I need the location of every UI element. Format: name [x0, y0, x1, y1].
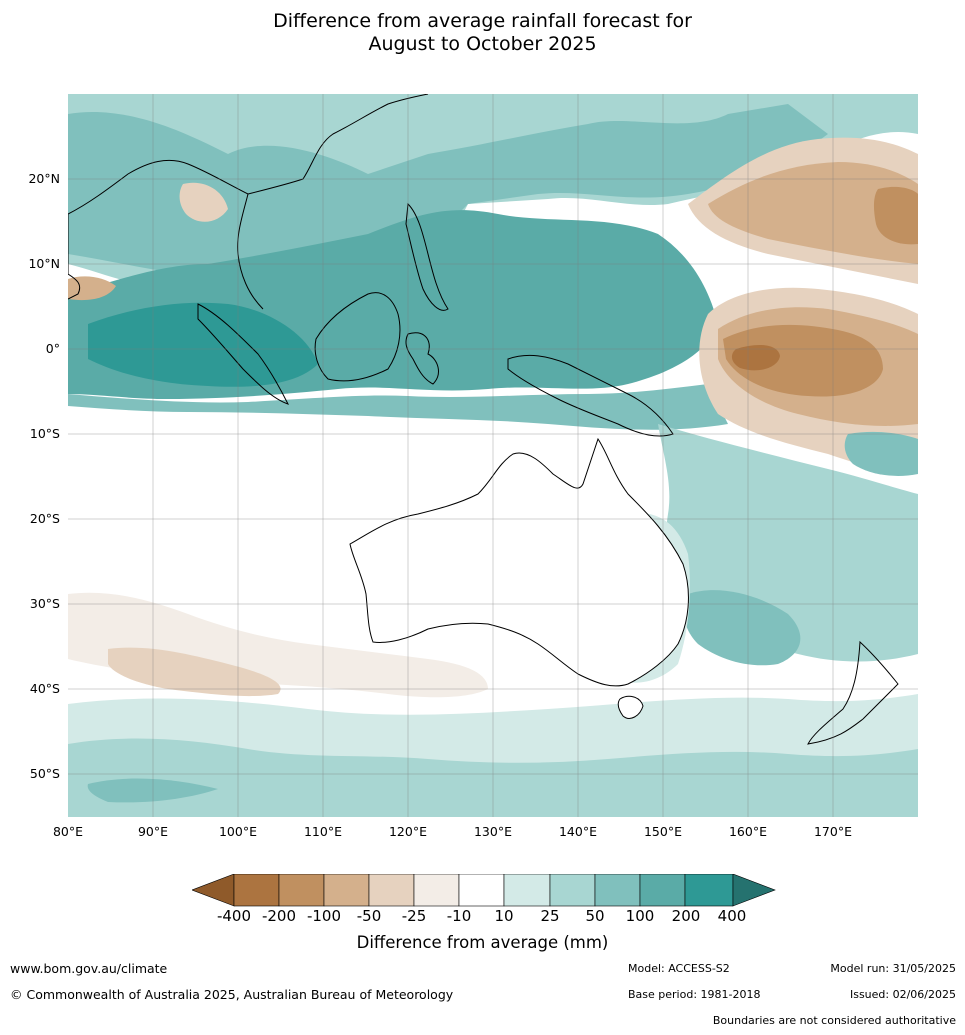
rainfall-map	[68, 94, 918, 817]
lon-label-120e: 120°E	[388, 824, 427, 839]
pacific-dry-strong	[723, 324, 883, 397]
colorbar-swatch-0	[233, 874, 280, 907]
lat-label-10n: 10°N	[28, 256, 60, 271]
colorbar-tick-9: 100	[625, 907, 655, 925]
colorbar-arrow-right	[732, 874, 776, 907]
colorbar-arrow-left	[192, 874, 235, 907]
colorbar-tick-4: -25	[401, 907, 427, 925]
lat-label-30s: 30°S	[29, 596, 60, 611]
lat-label-20n: 20°N	[28, 171, 60, 186]
title-line-2: August to October 2025	[368, 33, 597, 55]
lon-label-110e: 110°E	[303, 824, 342, 839]
india-coastline	[68, 214, 81, 300]
new-zealand-landmass	[807, 640, 899, 745]
lon-label-140e: 140°E	[558, 824, 597, 839]
colorbar-tick-6: 10	[494, 907, 514, 925]
indochina-dry-patch	[179, 182, 228, 222]
nw-pacific-dry-mid	[708, 162, 918, 264]
colorbar-swatch-7	[549, 874, 596, 907]
colorbar-tick-3: -50	[356, 907, 382, 925]
colorbar-tick-5: -10	[446, 907, 472, 925]
colorbar-swatch-10	[684, 874, 734, 907]
model-run-text: Model run: 31/05/2025	[830, 962, 956, 975]
colorbar-swatch-9	[639, 874, 686, 907]
asia-coastline	[68, 94, 429, 215]
colorbar-swatch-5	[458, 874, 505, 907]
equatorial-core-wet	[88, 302, 318, 387]
title-line-1: Difference from average rainfall forecas…	[273, 10, 692, 32]
nw-pacific-dry-core	[873, 186, 918, 245]
model-text: Model: ACCESS-S2	[628, 962, 730, 975]
lon-label-80e: 80°E	[52, 824, 84, 839]
colorbar-swatch-6	[503, 874, 551, 907]
colorbar-tick-1: -200	[261, 907, 297, 925]
copyright-text: © Commonwealth of Australia 2025, Austra…	[10, 987, 454, 1002]
north-tropics-mid-teal	[68, 104, 828, 280]
pacific-dry-core	[731, 344, 780, 371]
lat-label-20s: 20°S	[29, 511, 60, 526]
colorbar-label: Difference from average (mm)	[356, 933, 609, 952]
east-pacific-wet-mid	[844, 431, 918, 476]
lon-label-160e: 160°E	[728, 824, 767, 839]
colorbar-swatch-4	[413, 874, 460, 907]
equatorial-wet-light-edge	[68, 384, 728, 430]
lat-label-40s: 40°S	[29, 681, 60, 696]
lon-label-100e: 100°E	[218, 824, 257, 839]
sumatra-landmass	[197, 303, 289, 405]
colorbar-tick-0: -400	[216, 907, 252, 925]
map-svg	[68, 94, 918, 817]
colorbar-tick-7: 25	[540, 907, 560, 925]
colorbar-tick-11: 400	[717, 907, 747, 925]
lat-label-0: 0°	[45, 341, 60, 356]
colorbar-tick-8: 50	[585, 907, 605, 925]
lon-label-90e: 90°E	[137, 824, 169, 839]
lon-label-150e: 150°E	[643, 824, 682, 839]
base-period-text: Base period: 1981-2018	[628, 988, 761, 1001]
lon-label-130e: 130°E	[473, 824, 512, 839]
disclaimer-text: Boundaries are not considered authoritat…	[712, 1014, 956, 1027]
borneo-landmass	[314, 292, 401, 382]
colorbar-tick-10: 200	[671, 907, 701, 925]
tasman-wet-mid	[683, 590, 801, 666]
lon-label-170e: 170°E	[813, 824, 852, 839]
india-dry-patch	[68, 276, 116, 301]
issued-text: Issued: 02/06/2025	[849, 988, 956, 1001]
graticule	[68, 94, 918, 817]
lat-label-50s: 50°S	[29, 766, 60, 781]
map-title: Difference from average rainfall forecas…	[0, 10, 965, 56]
philippines-landmass	[405, 202, 449, 311]
colorbar-tick-2: -100	[306, 907, 342, 925]
colorbar-swatch-3	[368, 874, 415, 907]
colorbar	[192, 874, 776, 907]
australia-landmass	[349, 437, 689, 687]
lat-label-10s: 10°S	[29, 426, 60, 441]
south-indian-dry-mid	[108, 647, 281, 697]
colorbar-swatch-8	[594, 874, 641, 907]
colorbar-swatch-2	[323, 874, 370, 907]
colorbar-swatch-1	[278, 874, 325, 907]
tasmania-landmass	[617, 695, 644, 719]
website-link[interactable]: www.bom.gov.au/climate	[10, 961, 168, 976]
